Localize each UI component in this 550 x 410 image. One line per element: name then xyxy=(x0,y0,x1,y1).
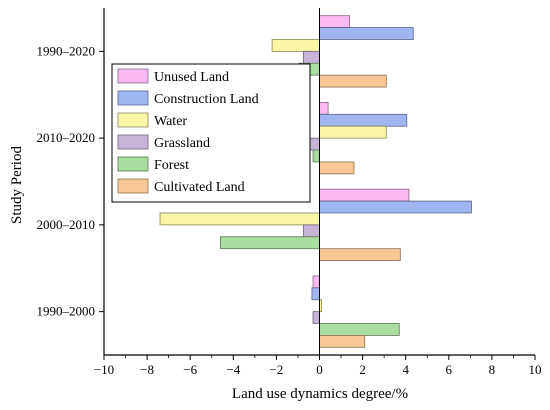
legend-label-cultivated-land: Cultivated Land xyxy=(154,180,245,195)
bar-cultivated-land-0 xyxy=(319,335,366,348)
bar-construction-land-1 xyxy=(319,200,472,214)
axes-group: −10 −8 −6 −4 −2 0 2 4 6 8 10 1990–2000 2000–2010 2010… xyxy=(37,8,542,377)
bar-water-3 xyxy=(271,39,320,52)
bar-grassland-0 xyxy=(312,311,320,324)
x-tick-label: −6 xyxy=(183,362,197,377)
x-tick-label: 6 xyxy=(446,362,453,377)
legend: Unused Land Construction Land Water Grassla… xyxy=(111,63,311,203)
y-axis-title: Study Period xyxy=(9,146,25,224)
bar-water-2 xyxy=(319,125,387,139)
bar-water-1 xyxy=(159,212,320,226)
bar-cultivated-land-2 xyxy=(319,161,355,175)
legend-swatch-water xyxy=(117,112,149,128)
x-tick-label: 10 xyxy=(529,362,542,377)
x-tick-label: 0 xyxy=(316,362,323,377)
bar-unused-land-0 xyxy=(312,275,320,289)
legend-swatch-cultivated-land xyxy=(117,178,149,194)
bar-grassland-1 xyxy=(302,224,320,238)
legend-label-grassland: Grassland xyxy=(154,136,210,151)
y-tick-label: 1990–2020 xyxy=(37,43,96,58)
bar-cultivated-land-3 xyxy=(319,74,387,88)
bar-forest-2 xyxy=(312,149,320,163)
x-tick-label: −8 xyxy=(140,362,154,377)
x-tick-label: 2 xyxy=(359,362,366,377)
bar-forest-0 xyxy=(319,323,400,336)
bar-cultivated-land-1 xyxy=(319,248,401,261)
legend-label-forest: Forest xyxy=(154,158,189,173)
legend-swatch-grassland xyxy=(117,134,149,150)
bar-forest-1 xyxy=(219,236,320,250)
legend-label-water: Water xyxy=(154,114,187,129)
legend-swatch-construction-land xyxy=(117,90,149,106)
x-tick-label: 8 xyxy=(489,362,496,377)
x-axis-title: Land use dynamics degree/% xyxy=(232,386,408,402)
x-tick-label: −10 xyxy=(94,362,114,377)
bar-unused-land-2 xyxy=(319,102,329,115)
bar-construction-land-3 xyxy=(319,27,414,40)
bar-unused-land-1 xyxy=(319,188,410,202)
bar-construction-land-2 xyxy=(319,113,408,127)
y-tick-label: 2000–2010 xyxy=(37,217,96,232)
bar-grassland-3 xyxy=(302,50,320,64)
legend-swatch-forest xyxy=(117,156,149,172)
x-tick-label: −4 xyxy=(226,362,240,377)
legend-label-unused-land: Unused Land xyxy=(154,70,229,85)
bar-construction-land-0 xyxy=(311,287,320,301)
bars-group xyxy=(159,15,472,348)
bar-unused-land-3 xyxy=(319,15,351,28)
legend-swatch-unused-land xyxy=(117,68,149,84)
x-tick-label: −2 xyxy=(269,362,283,377)
x-tick-label: 4 xyxy=(402,362,409,377)
y-tick-label: 2010–2020 xyxy=(37,130,96,145)
legend-label-construction-land: Construction Land xyxy=(154,92,259,107)
y-tick-label: 1990–2000 xyxy=(37,304,96,319)
